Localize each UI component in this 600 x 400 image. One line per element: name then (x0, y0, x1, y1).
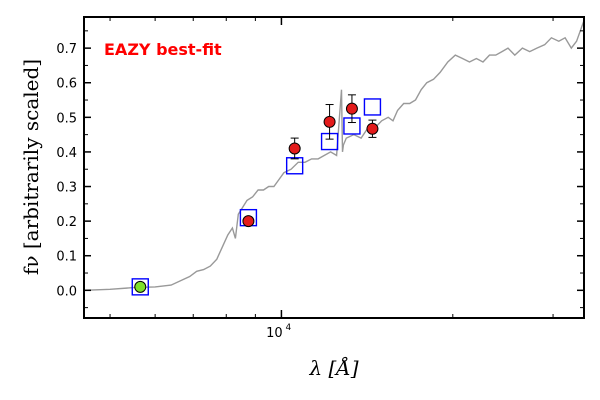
model-spectrum-layer (84, 20, 584, 291)
model-flux-square (363, 98, 382, 116)
observed-flux-point (288, 142, 301, 155)
plot-frame (83, 16, 585, 319)
y-axis-label: fν [arbitrarily scaled] (19, 59, 43, 275)
x-tick-exponent: 4 (286, 323, 292, 333)
model-flux-square (131, 278, 149, 296)
y-tick-label: 0.2 (56, 215, 77, 230)
observed-flux-point (242, 215, 255, 228)
x-axis-label: λ [Å] (308, 355, 358, 380)
observed-flux-point (134, 280, 147, 293)
x-tick-label: 10 (266, 326, 283, 341)
spectrum-line (84, 20, 584, 291)
model-photometry-layer (131, 98, 382, 296)
observed-flux-point (345, 102, 358, 115)
y-tick-label: 0.4 (56, 146, 77, 161)
y-tick-label: 0.5 (56, 111, 77, 126)
y-tick-label: 0.7 (56, 42, 77, 57)
y-tick-label: 0.1 (56, 250, 77, 265)
observed-flux-point (366, 122, 379, 135)
y-tick-label: 0.6 (56, 77, 77, 92)
observed-photometry-layer (134, 94, 379, 293)
y-tick-label: 0.0 (56, 284, 77, 299)
chart-annotation: EAZY best-fit (104, 40, 222, 59)
observed-flux-point (323, 115, 336, 128)
y-tick-label: 0.3 (56, 181, 77, 196)
axes-layer: 0.0 0.1 0.2 0.3 0.4 0.5 0.6 0.7 10 4 (56, 16, 585, 341)
